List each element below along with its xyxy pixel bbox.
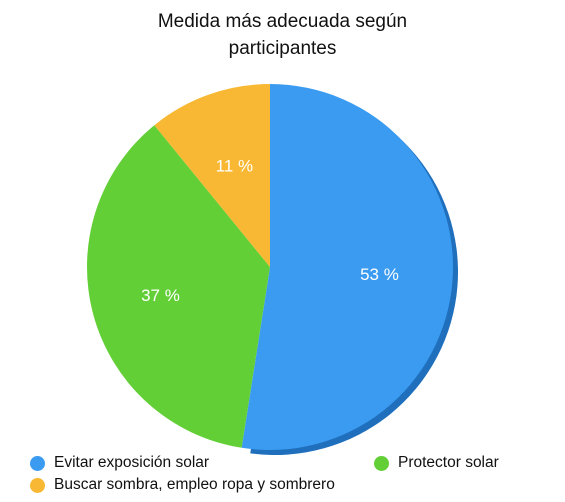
pie-slice-evitar [241,84,454,450]
chart-title: Medida más adecuada según participantes [0,8,565,62]
legend-label-buscar-sombra: Buscar sombra, empleo ropa y sombrero [54,476,335,493]
legend-item-buscar-sombra: Buscar sombra, empleo ropa y sombrero [30,476,335,494]
slice-label-evitar: 53 % [360,265,399,284]
chart-title-line-2: participantes [228,38,337,59]
legend-label-evitar: Evitar exposición solar [54,454,210,471]
legend-swatch-evitar [30,455,45,471]
legend-item-evitar: Evitar exposición solar [30,454,209,472]
pie-slice-buscar-sombra [154,84,270,267]
legend-swatch-buscar-sombra [30,477,45,493]
legend-item-protector: Protector solar [374,454,499,472]
legend-label-protector: Protector solar [398,454,499,471]
pie-slice-protector [87,125,270,448]
slice-label-protector: 37 % [141,286,180,305]
chart-title-line-1: Medida más adecuada según [157,11,408,32]
slice-label-buscar-sombra: 11 % [216,156,254,175]
legend-swatch-protector [374,455,389,471]
